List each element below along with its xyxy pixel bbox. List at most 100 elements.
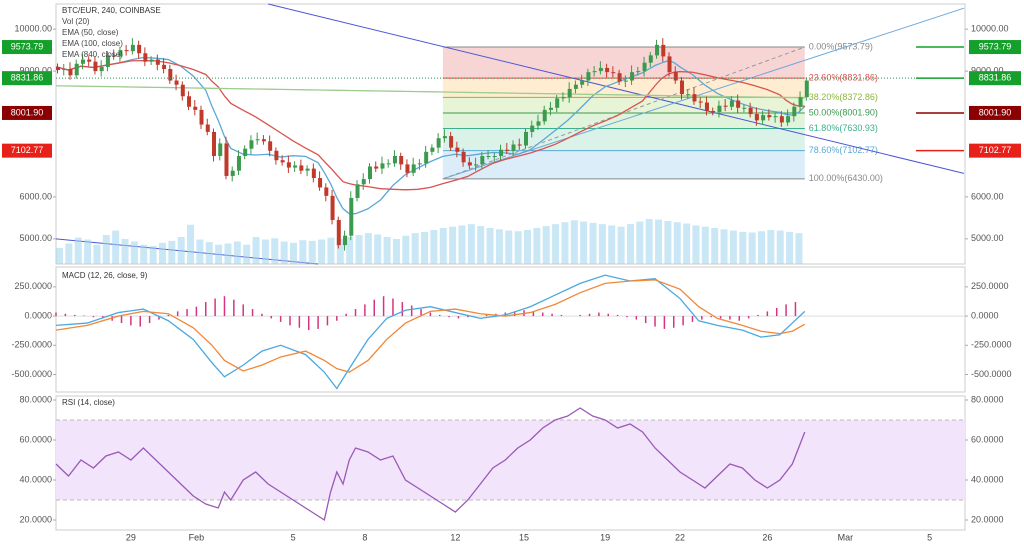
volume-bar — [364, 233, 372, 264]
candle-body — [361, 179, 366, 185]
price-badge-right — [969, 40, 1021, 55]
fib-zone — [442, 78, 805, 98]
volume-bar — [327, 237, 335, 264]
volume-bar — [158, 242, 166, 264]
ema-840-line — [55, 85, 805, 99]
rsi-line — [55, 407, 806, 522]
candle-body — [499, 149, 504, 157]
candle-body — [93, 61, 98, 72]
volume-bar — [112, 230, 120, 264]
x-tick-label: 8 — [362, 532, 367, 542]
candle-body — [686, 94, 691, 96]
price-badge-left — [2, 105, 52, 120]
fib-level-label: 100.00%(6430.00) — [809, 173, 883, 183]
volume-bar — [608, 225, 616, 264]
volume-bar — [261, 239, 269, 264]
candle-body — [249, 140, 254, 149]
candle-body — [330, 195, 335, 220]
candle-body — [517, 144, 522, 146]
x-tick-label: 19 — [600, 532, 610, 542]
price-y-tick-label-left: 6000.00 — [19, 191, 52, 201]
volume-bar — [430, 229, 438, 264]
candle-body — [411, 164, 416, 173]
volume-bar — [280, 241, 288, 264]
candle-body — [130, 44, 135, 52]
candle-body — [598, 67, 603, 72]
price-badge-right-label: 9573.79 — [979, 41, 1012, 51]
candle-body — [449, 136, 454, 148]
volume-bar — [720, 229, 728, 264]
candle-body — [648, 55, 653, 63]
price-badge-right — [969, 71, 1021, 86]
candle-body — [673, 72, 678, 81]
volume-bar — [196, 239, 204, 264]
volume-bar — [439, 228, 447, 264]
candle-body — [399, 156, 404, 165]
volume-bar — [308, 240, 316, 264]
candle-body — [199, 109, 204, 125]
price-badge-right-label: 8001.90 — [979, 107, 1012, 117]
candle-body — [573, 84, 578, 89]
candle-body — [355, 184, 360, 198]
candle-body — [736, 100, 741, 108]
price-y-tick-label-left: 9000.00 — [19, 65, 52, 75]
fib-zone — [442, 47, 805, 79]
fib-zone — [442, 128, 805, 151]
candle-body — [143, 53, 148, 62]
x-tick-label: 26 — [762, 532, 772, 542]
candle-body — [474, 164, 479, 166]
x-tick-label: 22 — [675, 532, 685, 542]
volume-bar — [683, 223, 691, 264]
candle-body — [368, 166, 372, 180]
volume-bar — [542, 226, 550, 264]
price-y-tick-label-right: 6000.00 — [971, 191, 1004, 201]
candle-body — [723, 105, 728, 107]
candle-body — [405, 164, 410, 173]
volume-bar — [149, 246, 157, 264]
volume-bar — [346, 237, 354, 264]
candle-body — [580, 80, 585, 85]
fib-level-label: 23.60%(8831.86) — [809, 73, 878, 83]
volume-bar — [495, 229, 503, 264]
candle-body — [311, 168, 316, 179]
volume-bar — [130, 241, 138, 264]
candle-body — [436, 138, 441, 148]
fib-level-label: 78.60%(7102.77) — [809, 145, 878, 155]
fib-level-label: 38.20%(8372.86) — [809, 92, 878, 102]
volume-bar — [533, 228, 541, 264]
candle-body — [424, 151, 429, 164]
fib-zone — [442, 97, 805, 113]
price-y-tick-label-right: 9000.00 — [971, 65, 1004, 75]
volume-bar — [65, 243, 73, 264]
candle-body — [187, 96, 192, 107]
macd-y-tick-label-left: -500.0000 — [11, 369, 52, 379]
candle-body — [293, 165, 298, 168]
volume-bar — [299, 240, 307, 264]
candle-body — [555, 98, 560, 108]
price-badge-left-label: 7102.77 — [11, 145, 44, 155]
candle-body — [162, 64, 167, 69]
candle-body — [636, 71, 641, 73]
candle-body — [224, 143, 229, 176]
fib-zone — [442, 112, 805, 129]
candle-body — [773, 116, 778, 118]
candle-body — [617, 73, 622, 82]
macd-y-tick-label-right: 250.0000 — [971, 281, 1009, 291]
candle-body — [392, 156, 397, 164]
rsi-y-tick-label-right: 80.0000 — [971, 394, 1004, 404]
rsi-band — [56, 420, 965, 500]
candle-body — [717, 105, 722, 112]
candle-body — [380, 163, 385, 169]
volume-bar — [673, 222, 681, 264]
legend-item: EMA (840, close) — [62, 50, 123, 59]
candle-body — [486, 156, 491, 158]
candle-body — [611, 72, 616, 74]
price-badge-left-label: 8001.90 — [11, 107, 44, 117]
candle-body — [74, 63, 79, 76]
candle-body — [193, 106, 198, 110]
legend-item: EMA (100, close) — [62, 39, 123, 48]
macd-line — [55, 274, 806, 390]
candle-body — [567, 88, 572, 98]
macd-y-tick-label-left: -250.0000 — [11, 340, 52, 350]
candle-body — [99, 66, 104, 72]
